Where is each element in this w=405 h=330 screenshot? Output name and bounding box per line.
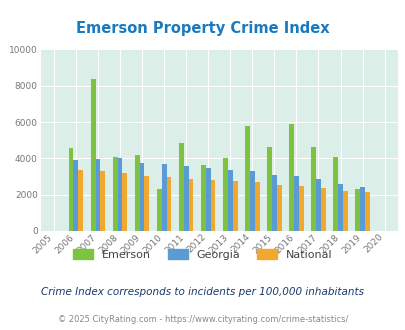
Bar [161,164,166,231]
Bar [337,184,342,231]
Bar [188,179,193,231]
Bar [288,124,293,231]
Bar [200,165,205,231]
Bar [179,143,183,231]
Bar [90,79,95,231]
Bar [254,182,259,231]
Bar [117,158,122,231]
Bar [359,187,364,231]
Bar [73,160,78,231]
Bar [364,192,369,231]
Bar [144,176,149,231]
Bar [227,170,232,231]
Bar [315,179,320,231]
Bar [95,159,100,231]
Bar [245,126,249,231]
Bar [320,188,325,231]
Bar [78,170,83,231]
Text: © 2025 CityRating.com - https://www.cityrating.com/crime-statistics/: © 2025 CityRating.com - https://www.city… [58,315,347,324]
Text: Crime Index corresponds to incidents per 100,000 inhabitants: Crime Index corresponds to incidents per… [41,287,364,297]
Bar [156,189,161,231]
Bar [249,171,254,231]
Bar [232,181,237,231]
Bar [276,185,281,231]
Bar [311,147,315,231]
Bar [113,157,117,231]
Legend: Emerson, Georgia, National: Emerson, Georgia, National [70,246,335,263]
Bar [293,176,298,231]
Bar [183,166,188,231]
Bar [210,180,215,231]
Bar [139,163,144,231]
Bar [271,176,276,231]
Bar [166,177,171,231]
Bar [122,173,127,231]
Bar [333,157,337,231]
Bar [68,148,73,231]
Bar [100,171,105,231]
Text: Emerson Property Crime Index: Emerson Property Crime Index [76,21,329,36]
Bar [222,158,227,231]
Bar [266,147,271,231]
Bar [298,186,303,231]
Bar [342,190,347,231]
Bar [205,168,210,231]
Bar [134,155,139,231]
Bar [354,189,359,231]
